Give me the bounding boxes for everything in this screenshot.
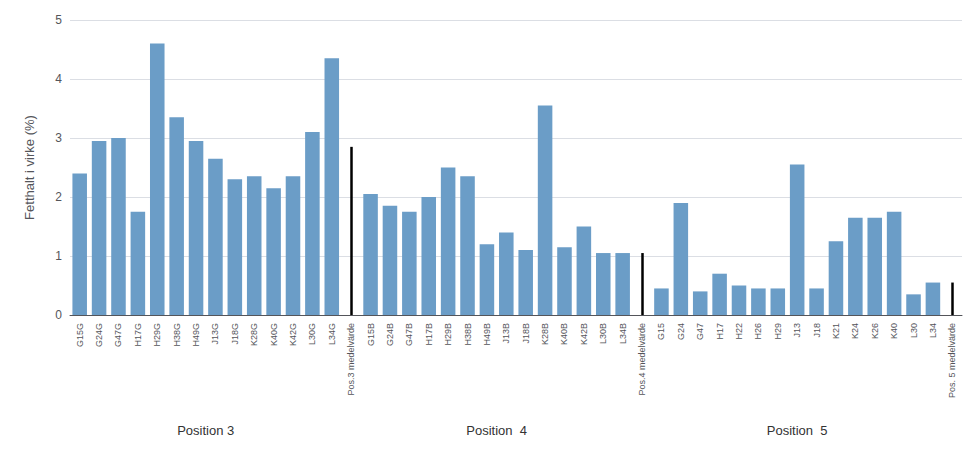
svg-text:K21: K21 [831,323,841,339]
svg-text:J18: J18 [812,323,822,338]
svg-text:L30G: L30G [307,323,317,345]
svg-text:3: 3 [55,131,62,145]
svg-text:L34G: L34G [327,323,337,345]
svg-text:K24: K24 [850,323,860,339]
svg-text:G47G: G47G [113,323,123,347]
svg-text:L34: L34 [928,323,938,338]
svg-text:J13G: J13G [210,323,220,345]
svg-text:H29B: H29B [443,323,453,346]
svg-text:G15: G15 [656,323,666,340]
svg-text:G15G: G15G [75,323,85,347]
svg-text:Position 5: Position 5 [767,423,828,438]
svg-text:Pos.3 medelvärde: Pos.3 medelvärde [346,323,356,396]
svg-text:L34B: L34B [618,323,628,344]
svg-text:2: 2 [55,190,62,204]
svg-text:K42B: K42B [579,323,589,345]
svg-text:H38B: H38B [463,323,473,346]
svg-text:K40B: K40B [559,323,569,345]
svg-text:Position 3: Position 3 [177,423,234,438]
svg-text:H17B: H17B [424,323,434,346]
svg-text:Position 4: Position 4 [466,423,527,438]
svg-text:K42G: K42G [288,323,298,346]
svg-text:0: 0 [55,308,62,322]
svg-text:K40G: K40G [269,323,279,346]
svg-text:4: 4 [55,72,62,86]
svg-text:5: 5 [55,13,62,27]
svg-text:Pos.4 medelvärde: Pos.4 medelvärde [637,323,647,396]
svg-text:H29G: H29G [152,323,162,347]
svg-text:H29: H29 [773,323,783,340]
svg-text:G24G: G24G [94,323,104,347]
svg-text:J13B: J13B [501,323,511,344]
svg-text:G24B: G24B [385,323,395,346]
svg-text:L30: L30 [909,323,919,338]
svg-text:H49G: H49G [191,323,201,347]
svg-text:G47B: G47B [404,323,414,346]
svg-text:1: 1 [55,249,62,263]
svg-text:K40: K40 [889,323,899,339]
svg-text:H49B: H49B [482,323,492,346]
svg-text:G47: G47 [695,323,705,340]
svg-text:J13: J13 [792,323,802,338]
svg-text:H22: H22 [734,323,744,340]
svg-text:K26: K26 [870,323,880,339]
svg-text:Fetthalt i virke (%): Fetthalt i virke (%) [22,115,37,220]
svg-text:H17G: H17G [133,323,143,347]
svg-text:H26: H26 [753,323,763,340]
svg-text:J18B: J18B [521,323,531,344]
svg-text:G24: G24 [676,323,686,340]
svg-text:J18G: J18G [230,323,240,345]
svg-text:Pos. 5 medelvärde: Pos. 5 medelvärde [947,323,957,398]
svg-text:G15B: G15B [366,323,376,346]
svg-text:K28G: K28G [249,323,259,346]
svg-text:L30B: L30B [598,323,608,344]
svg-text:H38G: H38G [172,323,182,347]
svg-text:K28B: K28B [540,323,550,345]
svg-text:H17: H17 [715,323,725,340]
